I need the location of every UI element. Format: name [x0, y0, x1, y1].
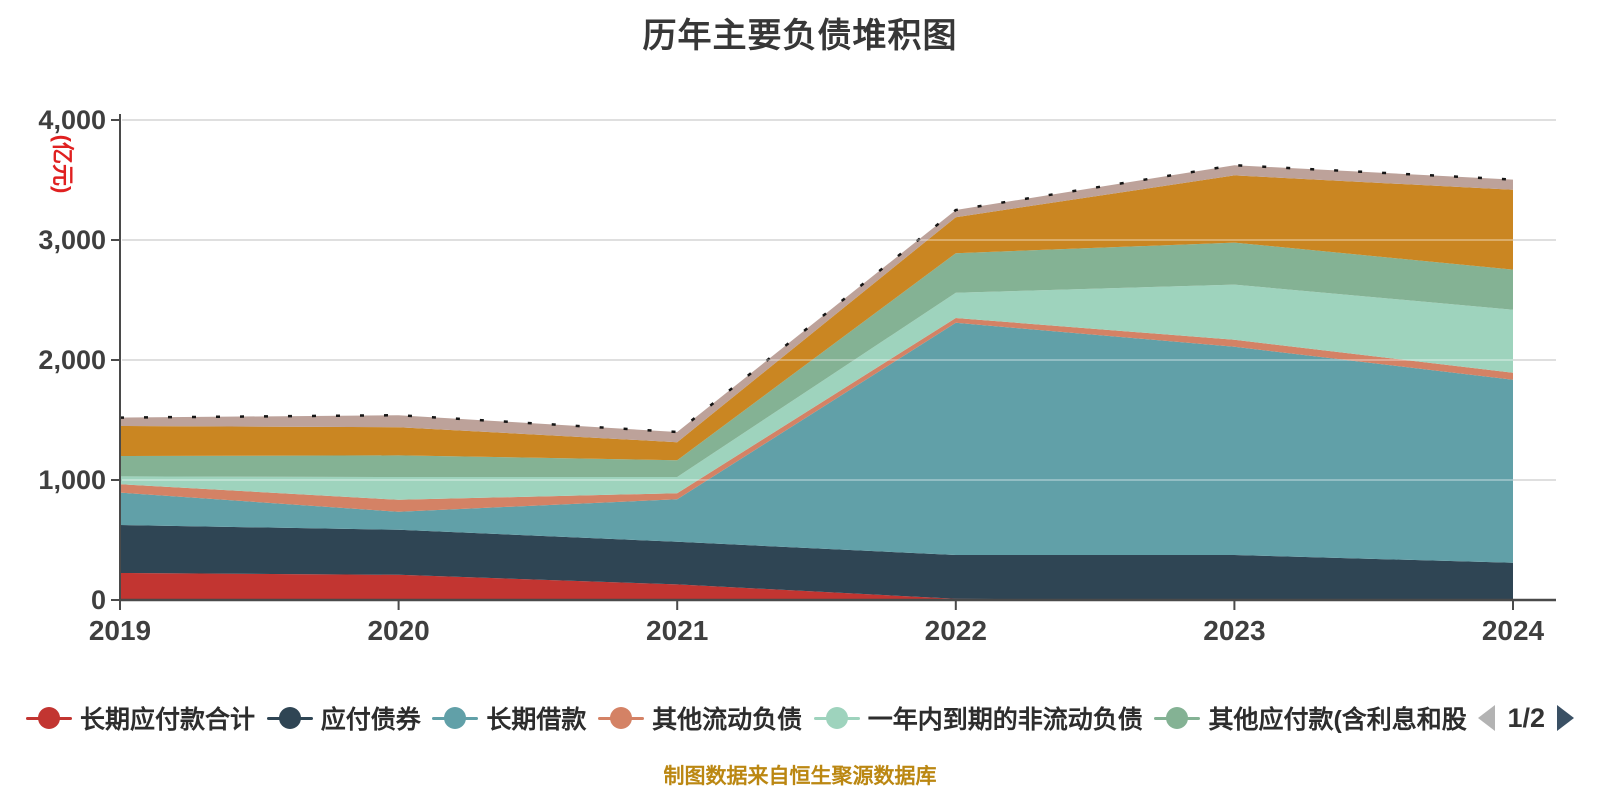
y-tick-label: 3,000	[38, 225, 106, 255]
area-series-3[interactable]	[120, 322, 1513, 563]
legend-label: 应付债券	[320, 706, 421, 734]
x-tick-label: 2024	[1482, 615, 1545, 646]
x-tick-label: 2021	[646, 615, 708, 646]
legend-line-dot-icon	[1154, 706, 1201, 730]
area-series-2[interactable]	[120, 525, 1513, 600]
y-tick-label: 2,000	[38, 345, 106, 375]
legend-line-dot-icon	[598, 706, 645, 730]
area-series-5[interactable]	[120, 284, 1513, 500]
area-series-6[interactable]	[120, 242, 1513, 477]
legend-item-6[interactable]: 其他应付款(含利息和股	[1154, 700, 1467, 736]
x-tick-label: 2019	[89, 615, 151, 646]
chart-title: 历年主要负债堆积图	[642, 17, 958, 55]
legend-line-dot-icon	[266, 706, 313, 730]
legend-pagination: 1/2	[1478, 703, 1574, 734]
legend-item-3[interactable]: 长期借款	[432, 700, 586, 736]
y-tick-label: 0	[91, 585, 106, 615]
legend-label: 一年内到期的非流动负债	[867, 706, 1143, 734]
x-tick-label: 2022	[925, 615, 987, 646]
plot-area: 0 1,000 2,000 3,000 4,000 2019 2020 2021 2022 202…	[38, 105, 1556, 646]
legend-prev-page-icon[interactable]	[1478, 705, 1496, 731]
legend-line-dot-icon	[813, 706, 860, 730]
legend-line-dot-icon	[432, 706, 479, 730]
legend-bar: 长期应付款合计 应付债券 长期借款 其他流动负债 一年内到期的非流动负债 其他应付款(含利…	[0, 700, 1600, 736]
legend-page-indicator: 1/2	[1507, 702, 1545, 733]
legend-line-dot-icon	[26, 706, 72, 730]
legend-label: 长期借款	[486, 706, 587, 734]
y-tick-label: 1,000	[38, 465, 106, 495]
legend-label: 其他流动负债	[652, 706, 803, 734]
area-series-7[interactable]	[120, 175, 1513, 461]
area-series-4[interactable]	[120, 318, 1513, 512]
legend-item-2[interactable]: 应付债券	[266, 700, 421, 736]
y-tick-label: 4,000	[38, 105, 106, 135]
legend-item-4[interactable]: 其他流动负债	[598, 700, 802, 736]
area-series-1[interactable]	[120, 573, 1513, 600]
legend-label: 长期应付款合计	[80, 706, 256, 734]
legend-item-5[interactable]: 一年内到期的非流动负债	[813, 700, 1143, 736]
legend-label: 其他应付款(含利息和股	[1208, 706, 1467, 734]
legend-next-page-icon[interactable]	[1556, 705, 1574, 731]
x-tick-label: 2023	[1203, 615, 1265, 646]
x-tick-label: 2020	[367, 615, 429, 646]
data-source-footer: 制图数据来自恒生聚源数据库	[663, 765, 937, 788]
legend-item-1[interactable]: 长期应付款合计	[26, 700, 255, 736]
